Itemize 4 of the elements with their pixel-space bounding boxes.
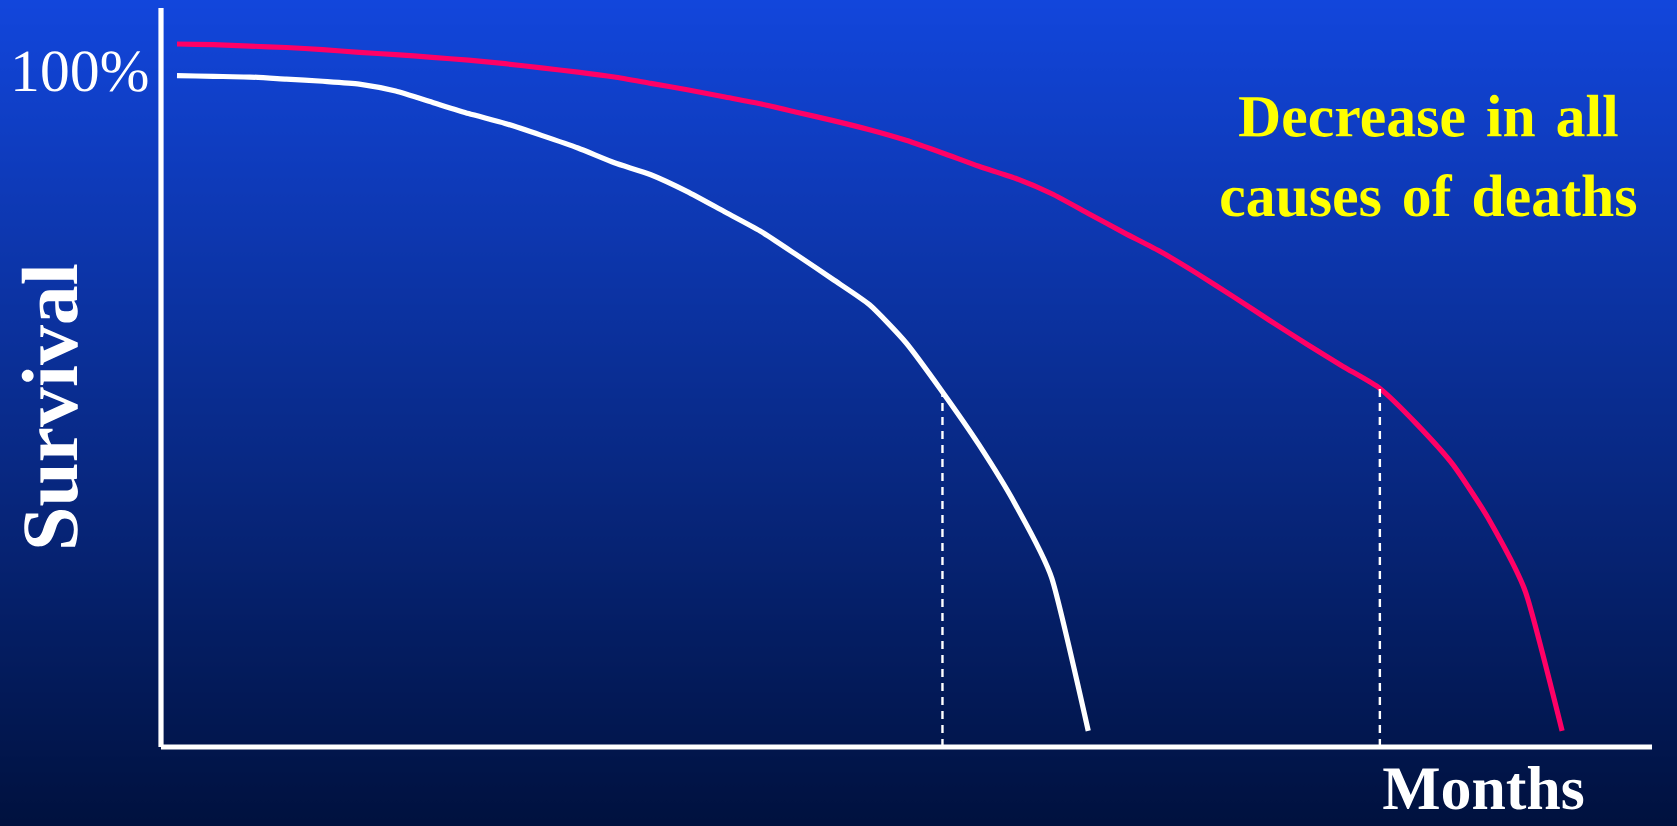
annotation: Decrease in all causes of deaths <box>1221 94 1637 217</box>
x-axis-title: Months <box>1383 766 1584 810</box>
y-axis-title: Survival <box>21 264 78 547</box>
text: 100% <box>15 51 148 92</box>
